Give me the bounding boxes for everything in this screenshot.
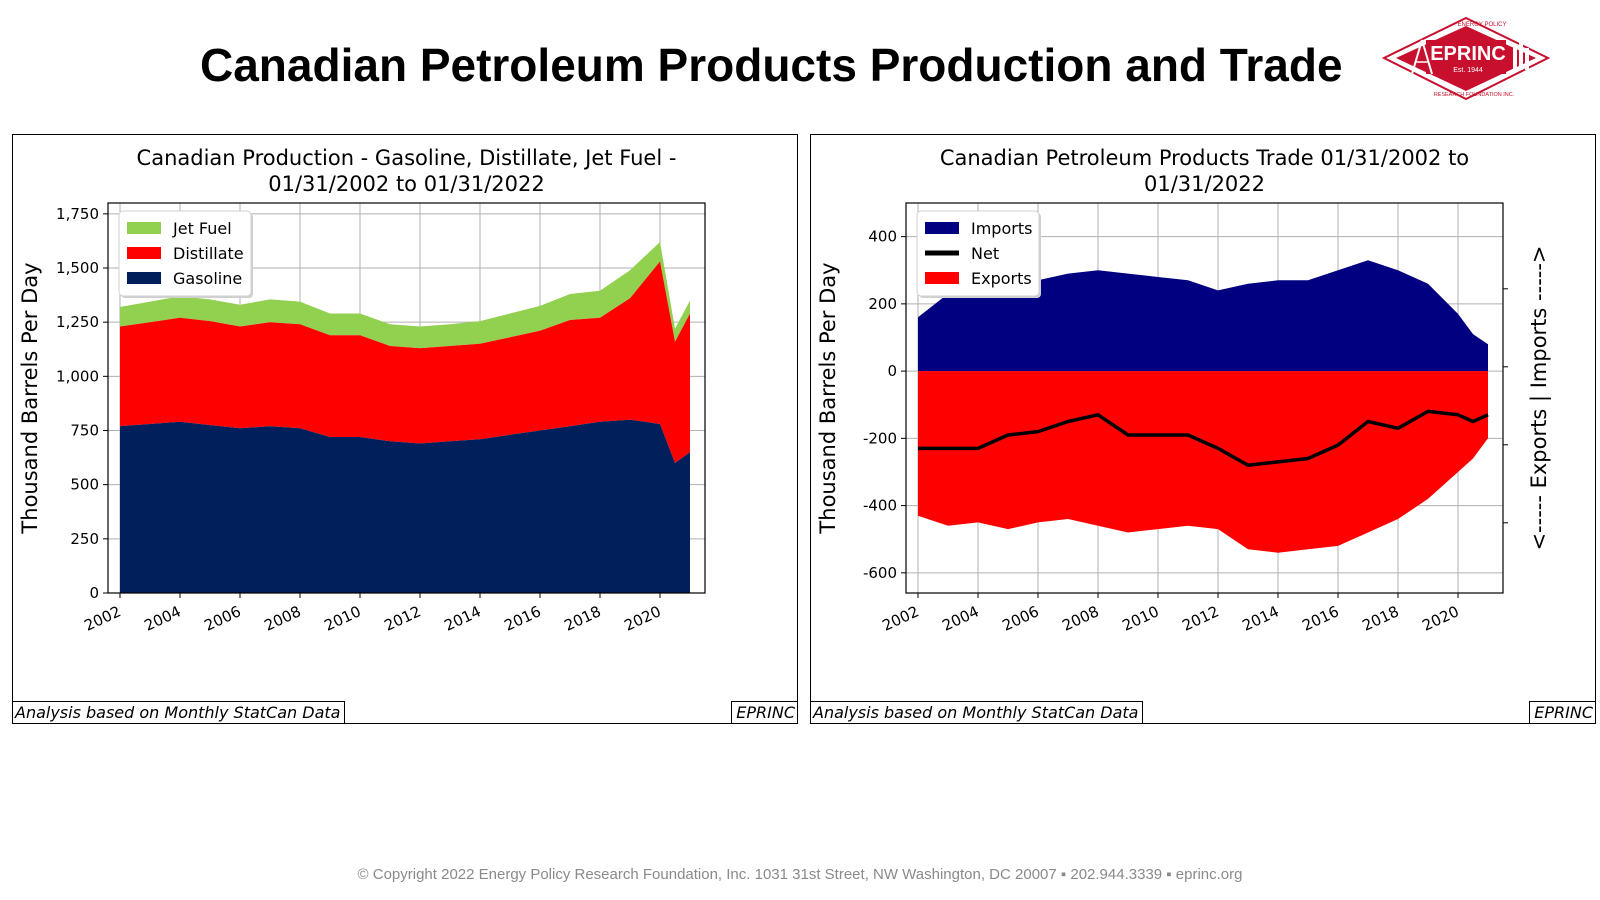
copyright-footer: © Copyright 2022 Energy Policy Research … (357, 866, 1243, 883)
y-tick-label: 1,250 (56, 313, 99, 331)
legend-label: Gasoline (173, 269, 242, 288)
y-tick-label: 1,750 (56, 205, 99, 223)
exports-area (918, 371, 1488, 553)
y-tick-label: 250 (70, 530, 99, 548)
gasoline-area (120, 419, 690, 593)
x-tick-label: 2020 (621, 602, 663, 634)
y-tick-label: -400 (863, 497, 897, 515)
legend-swatch (127, 272, 161, 284)
plot-frame (905, 202, 1504, 594)
x-tick-label: 2004 (939, 602, 981, 634)
logo-ring-bottom: RESEARCH FOUNDATION INC. (1434, 92, 1515, 98)
x-tick-label: 2016 (501, 602, 543, 634)
x-tick-label: 2006 (999, 602, 1041, 634)
y-tick-label: 500 (70, 476, 99, 494)
x-tick-label: 2012 (1179, 602, 1221, 634)
net-line (918, 409, 1489, 467)
legend-swatch (127, 222, 161, 234)
eprinc-logo: EPRINC Est. 1944 ENERGY POLICY RESEARCH … (1381, 16, 1551, 101)
x-tick-label: 2010 (321, 602, 363, 634)
x-tick-label: 2002 (879, 602, 921, 634)
trade-chart: Canadian Petroleum Products Trade 01/31/… (816, 146, 1552, 635)
trade-chart-brand: EPRINC (1529, 701, 1595, 723)
y-tick-label: -600 (863, 564, 897, 582)
chart-title-line2: 01/31/2022 (1144, 172, 1265, 196)
y-axis-label: Thousand Barrels Per Day (18, 262, 42, 534)
x-tick-label: 2016 (1299, 602, 1341, 634)
y-tick-label: 200 (868, 295, 897, 313)
trade-chart-panel: Canadian Petroleum Products Trade 01/31/… (810, 134, 1596, 724)
logo-ring-top: ENERGY POLICY (1458, 22, 1507, 28)
production-chart: Canadian Production - Gasoline, Distilla… (18, 146, 706, 635)
legend-label: Net (971, 244, 999, 263)
imports-area (918, 260, 1488, 372)
plot-frame (107, 202, 706, 594)
x-tick-label: 2020 (1419, 602, 1461, 634)
x-tick-label: 2012 (381, 602, 423, 634)
x-tick-label: 2008 (1059, 602, 1101, 634)
x-tick-label: 2014 (441, 602, 483, 634)
x-tick-label: 2018 (1359, 602, 1401, 634)
chart-title-line1: Canadian Production - Gasoline, Distilla… (137, 146, 677, 170)
x-tick-label: 2008 (261, 602, 303, 634)
y-tick-label: 750 (70, 422, 99, 440)
chart-title-line2: 01/31/2002 to 01/31/2022 (268, 172, 545, 196)
y-tick-label: -200 (863, 429, 897, 447)
y-tick-label: 0 (89, 584, 99, 602)
y2-axis-label: <----- Exports | Imports -----> (1527, 245, 1552, 550)
jet-fuel-area (120, 242, 690, 349)
x-tick-label: 2018 (561, 602, 603, 634)
legend-swatch (127, 247, 161, 259)
y-tick-label: 1,000 (56, 367, 99, 385)
production-chart-brand: EPRINC (731, 701, 797, 723)
chart-title-line1: Canadian Petroleum Products Trade 01/31/… (940, 146, 1469, 170)
x-tick-label: 2014 (1239, 602, 1281, 634)
distillate-area (120, 261, 690, 463)
x-tick-label: 2002 (81, 602, 123, 634)
x-tick-label: 2010 (1119, 602, 1161, 634)
y-tick-label: 1,500 (56, 259, 99, 277)
legend-label: Distillate (173, 244, 244, 263)
legend-label: Imports (971, 219, 1032, 238)
legend-swatch (925, 222, 959, 234)
y-tick-label: 0 (887, 362, 897, 380)
production-chart-footnote: Analysis based on Monthly StatCan Data (13, 701, 346, 723)
page-title: Canadian Petroleum Products Production a… (200, 39, 1343, 91)
legend-label: Exports (971, 269, 1032, 288)
trade-chart-footnote: Analysis based on Monthly StatCan Data (811, 701, 1144, 723)
y-tick-label: 400 (868, 228, 897, 246)
legend-swatch (925, 272, 959, 284)
logo-tagline: Est. 1944 (1453, 67, 1483, 74)
logo-name: EPRINC (1430, 43, 1506, 65)
x-tick-label: 2004 (141, 602, 183, 634)
legend-label: Jet Fuel (172, 219, 232, 238)
y-axis-label: Thousand Barrels Per Day (816, 262, 840, 534)
production-chart-panel: Canadian Production - Gasoline, Distilla… (12, 134, 798, 724)
x-tick-label: 2006 (201, 602, 243, 634)
